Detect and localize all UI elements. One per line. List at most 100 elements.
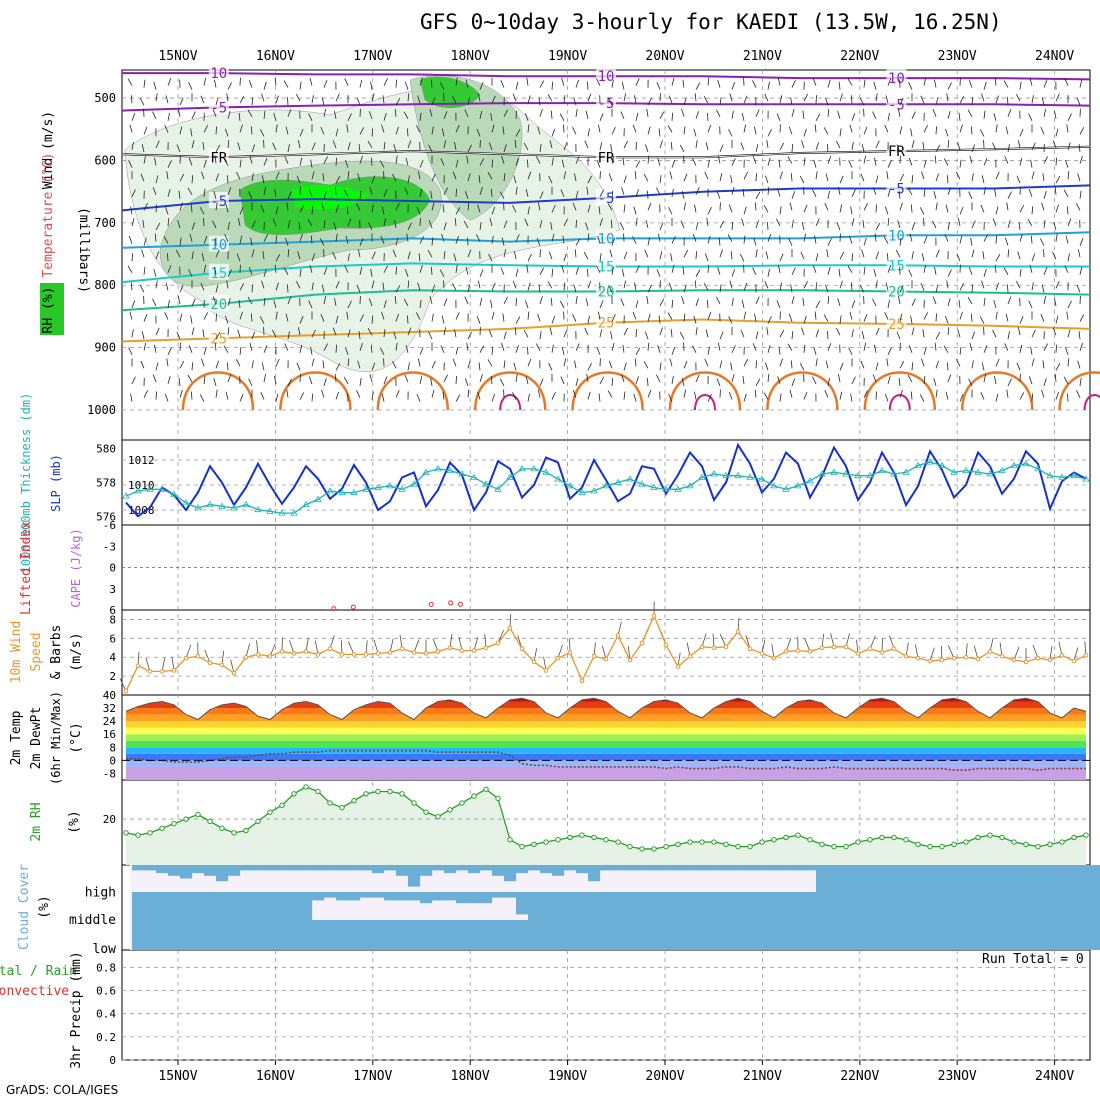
upper-wind-barb bbox=[970, 313, 973, 322]
surface-wind-barb bbox=[269, 643, 276, 657]
cloud-bar-middle bbox=[504, 892, 517, 898]
upper-wind-barb bbox=[491, 393, 496, 402]
wind-speed-point bbox=[207, 660, 213, 666]
upper-wind-barb bbox=[994, 375, 997, 385]
rh-point bbox=[315, 788, 321, 795]
slp-series-line bbox=[125, 461, 1087, 514]
temp-line bbox=[125, 697, 1087, 721]
upper-wind-barb bbox=[1079, 266, 1083, 275]
upper-wind-barb bbox=[1016, 362, 1021, 371]
upper-wind-barb bbox=[263, 158, 268, 166]
upper-wind-barb bbox=[248, 191, 253, 199]
upper-wind-barb bbox=[550, 110, 553, 119]
surface-wind-barb bbox=[856, 639, 859, 654]
wind-speed-point bbox=[303, 649, 309, 654]
upper-wind-barb bbox=[573, 97, 577, 106]
upper-wind-barb bbox=[815, 329, 819, 338]
precip-run-total: Run Total = 0 bbox=[982, 952, 1084, 967]
upper-wind-barb bbox=[382, 95, 385, 104]
cloud-bar-low bbox=[444, 920, 457, 950]
upper-wind-barb bbox=[311, 358, 315, 367]
upper-wind-barb bbox=[788, 126, 793, 135]
upper-wind-barb bbox=[730, 251, 733, 260]
upper-wind-barb bbox=[215, 249, 220, 258]
wind-speed-point bbox=[579, 678, 585, 684]
upper-wind-barb bbox=[359, 343, 363, 351]
upper-wind-barb bbox=[1052, 327, 1057, 336]
isotherm-label-bg bbox=[596, 67, 616, 84]
upper-wind-barb bbox=[719, 249, 723, 258]
upper-wind-barb bbox=[215, 126, 217, 135]
upper-wind-barb bbox=[1006, 202, 1009, 211]
thickness-marker bbox=[482, 480, 490, 487]
surface-wind-barb bbox=[745, 635, 751, 649]
rh-shading bbox=[419, 76, 481, 109]
upper-wind-barb bbox=[286, 202, 289, 211]
upper-wind-barb bbox=[872, 374, 877, 383]
upper-wind-barb bbox=[320, 314, 325, 322]
upper-wind-barb bbox=[239, 311, 243, 320]
upper-wind-barb bbox=[454, 217, 457, 227]
upper-wind-barb bbox=[887, 160, 892, 168]
upper-wind-barb bbox=[883, 236, 889, 244]
thickness-marker bbox=[278, 509, 286, 516]
upper-wind-barb bbox=[635, 300, 639, 309]
upper-wind-barb bbox=[1019, 233, 1023, 242]
thickness-marker bbox=[506, 473, 514, 480]
upper-wind-barb bbox=[479, 374, 483, 383]
cloud-bar-middle bbox=[432, 892, 445, 901]
upper-wind-barb bbox=[584, 327, 589, 336]
cloud-bar-middle bbox=[216, 892, 229, 920]
upper-wind-barb bbox=[619, 222, 625, 231]
upper-wind-barb bbox=[466, 342, 469, 351]
surface-wind-barb bbox=[230, 659, 235, 674]
upper-wind-barb bbox=[610, 144, 613, 153]
upper-wind-barb bbox=[514, 327, 517, 336]
upper-wind-barb bbox=[322, 173, 325, 182]
upper-wind-barb bbox=[611, 190, 614, 199]
upper-wind-barb bbox=[155, 204, 157, 213]
upper-wind-barb bbox=[911, 111, 916, 119]
upper-wind-barb bbox=[741, 112, 745, 121]
upper-wind-barb bbox=[765, 362, 769, 371]
rh-point bbox=[975, 834, 981, 841]
thickness-marker bbox=[566, 482, 574, 489]
upper-wind-barb bbox=[968, 79, 973, 88]
upper-wind-barb bbox=[670, 329, 673, 338]
upper-wind-barb bbox=[332, 251, 337, 260]
upper-wind-barb bbox=[203, 346, 207, 355]
upper-wind-barb bbox=[812, 265, 817, 273]
upper-wind-barb bbox=[143, 313, 148, 322]
upper-wind-barb bbox=[239, 235, 243, 244]
wind-tick: 8 bbox=[109, 613, 116, 626]
upper-wind-barb bbox=[827, 155, 832, 164]
thickness-tick: 578 bbox=[96, 477, 116, 490]
upper-wind-barb bbox=[861, 144, 865, 153]
cloud-bar-low bbox=[744, 920, 757, 950]
upper-wind-barb bbox=[407, 280, 410, 289]
isotherm-label-bg bbox=[886, 142, 907, 159]
upper-wind-barb bbox=[932, 220, 937, 229]
cloud-bar-middle bbox=[1068, 892, 1081, 920]
upper-wind-barb bbox=[727, 234, 733, 242]
upper-wind-barb bbox=[443, 374, 448, 383]
upper-wind-barb bbox=[441, 315, 445, 324]
cloud-bar-low bbox=[204, 920, 217, 950]
upper-wind-barb bbox=[707, 112, 709, 121]
upper-wind-barb bbox=[559, 300, 565, 309]
upper-wind-barb bbox=[671, 77, 675, 86]
surface-isotherm bbox=[766, 371, 839, 411]
cloud-bar-low bbox=[1032, 920, 1045, 950]
upper-wind-barb bbox=[907, 187, 913, 195]
upper-wind-barb bbox=[575, 295, 578, 305]
rh-point bbox=[423, 809, 429, 815]
upper-wind-barb bbox=[419, 347, 424, 355]
wind-speed-point bbox=[999, 653, 1005, 659]
thickness-marker bbox=[230, 504, 238, 511]
upper-wind-barb bbox=[212, 109, 217, 117]
upper-wind-barb bbox=[357, 360, 361, 369]
upper-wind-barb bbox=[779, 253, 784, 262]
upper-wind-barb bbox=[635, 347, 641, 355]
upper-wind-barb bbox=[1019, 344, 1023, 353]
upper-wind-barb bbox=[875, 204, 877, 213]
